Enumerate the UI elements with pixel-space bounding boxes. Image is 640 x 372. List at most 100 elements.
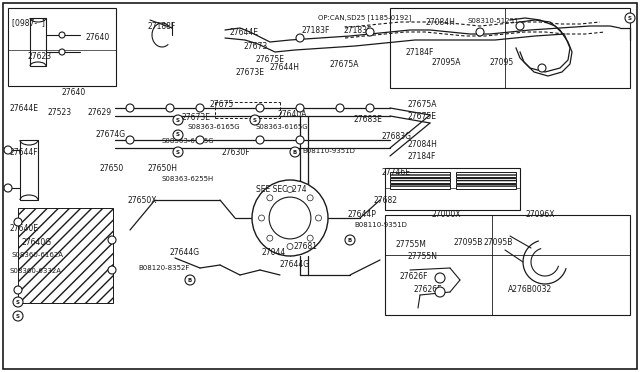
Text: 27640E: 27640E	[10, 224, 39, 233]
Text: 27675A: 27675A	[330, 60, 360, 69]
Text: S08363-6165G: S08363-6165G	[162, 138, 214, 144]
Text: 27675A: 27675A	[408, 100, 438, 109]
Text: 27629: 27629	[88, 108, 112, 117]
Circle shape	[366, 104, 374, 112]
Text: 27188F: 27188F	[148, 22, 176, 31]
Text: SEE SEC. 274: SEE SEC. 274	[256, 185, 307, 194]
Circle shape	[625, 13, 635, 23]
Text: OP:CAN,SD25 [1185-0192]: OP:CAN,SD25 [1185-0192]	[318, 14, 412, 21]
Bar	[390, 178, 450, 183]
Text: S08360-6332A: S08360-6332A	[10, 268, 62, 274]
Text: 27755N: 27755N	[408, 252, 438, 261]
Bar	[390, 8, 630, 88]
Circle shape	[267, 195, 273, 201]
Bar	[390, 172, 450, 177]
Bar	[456, 178, 516, 183]
Circle shape	[4, 146, 12, 154]
Circle shape	[4, 184, 12, 192]
Circle shape	[13, 311, 23, 321]
Text: S: S	[176, 150, 180, 154]
Text: 27000X: 27000X	[432, 210, 461, 219]
Text: 27095: 27095	[490, 58, 515, 67]
Text: 27650H: 27650H	[148, 164, 178, 173]
Text: 27644G: 27644G	[170, 248, 200, 257]
Text: 27084H: 27084H	[408, 140, 438, 149]
Circle shape	[185, 275, 195, 285]
Text: 27523: 27523	[48, 108, 72, 117]
Text: 27644E: 27644E	[10, 104, 39, 113]
Text: 27626F: 27626F	[400, 272, 429, 281]
Text: 27095B: 27095B	[484, 238, 513, 247]
Text: S: S	[176, 118, 180, 122]
Text: 27681: 27681	[294, 242, 318, 251]
Circle shape	[196, 104, 204, 112]
Circle shape	[287, 244, 293, 250]
Circle shape	[307, 195, 313, 201]
Circle shape	[108, 236, 116, 244]
Text: S08310-51251: S08310-51251	[468, 18, 520, 24]
Text: B: B	[293, 150, 297, 154]
Circle shape	[59, 49, 65, 55]
Text: 27084H: 27084H	[426, 18, 456, 27]
Bar	[456, 172, 516, 177]
Text: 27675E: 27675E	[408, 112, 437, 121]
Text: S: S	[176, 132, 180, 138]
Text: B08110-9351D: B08110-9351D	[354, 222, 407, 228]
Text: 27640: 27640	[62, 88, 86, 97]
Text: 27675: 27675	[210, 100, 234, 109]
Text: 27644H: 27644H	[270, 63, 300, 72]
Circle shape	[256, 136, 264, 144]
Text: B08110-9351D: B08110-9351D	[302, 148, 355, 154]
Text: B: B	[348, 237, 352, 243]
Text: 27044: 27044	[262, 248, 286, 257]
Bar	[30, 18, 46, 66]
Text: 27682: 27682	[374, 196, 398, 205]
Circle shape	[196, 136, 204, 144]
Text: 27095B: 27095B	[454, 238, 483, 247]
Circle shape	[14, 286, 22, 294]
Bar	[390, 184, 450, 189]
Text: S: S	[253, 118, 257, 122]
Circle shape	[126, 136, 134, 144]
Text: 27183F: 27183F	[344, 26, 372, 35]
Circle shape	[267, 235, 273, 241]
Circle shape	[126, 104, 134, 112]
Text: 27640: 27640	[85, 33, 109, 42]
Bar	[18, 208, 113, 303]
Text: 27644P: 27644P	[348, 210, 377, 219]
Circle shape	[173, 115, 183, 125]
Text: B08120-8352F: B08120-8352F	[138, 265, 189, 271]
Text: S: S	[628, 16, 632, 20]
Text: 27683G: 27683G	[382, 132, 412, 141]
Circle shape	[316, 215, 321, 221]
Text: 27675E: 27675E	[256, 55, 285, 64]
Circle shape	[13, 297, 23, 307]
Circle shape	[307, 235, 313, 241]
Text: A276B0032: A276B0032	[508, 285, 552, 294]
Text: 27650X: 27650X	[128, 196, 157, 205]
Circle shape	[173, 147, 183, 157]
Text: 27184F: 27184F	[406, 48, 435, 57]
Text: 27630F: 27630F	[222, 148, 251, 157]
Circle shape	[256, 104, 264, 112]
Circle shape	[59, 32, 65, 38]
Circle shape	[290, 147, 300, 157]
Bar	[20, 140, 38, 200]
Text: S08363-6255H: S08363-6255H	[162, 176, 214, 182]
Text: [0987-  ]: [0987- ]	[12, 18, 45, 27]
Text: 27683E: 27683E	[354, 115, 383, 124]
Text: 27184F: 27184F	[408, 152, 436, 161]
Circle shape	[108, 266, 116, 274]
Bar	[456, 184, 516, 189]
Text: 27644E: 27644E	[230, 28, 259, 37]
Text: 27623: 27623	[28, 52, 52, 61]
Text: 27650: 27650	[100, 164, 124, 173]
Bar	[8, 8, 116, 86]
Circle shape	[296, 136, 304, 144]
Text: B: B	[188, 278, 192, 282]
Circle shape	[14, 218, 22, 226]
Bar	[385, 168, 520, 210]
Circle shape	[345, 235, 355, 245]
Circle shape	[476, 28, 484, 36]
Circle shape	[516, 22, 524, 30]
